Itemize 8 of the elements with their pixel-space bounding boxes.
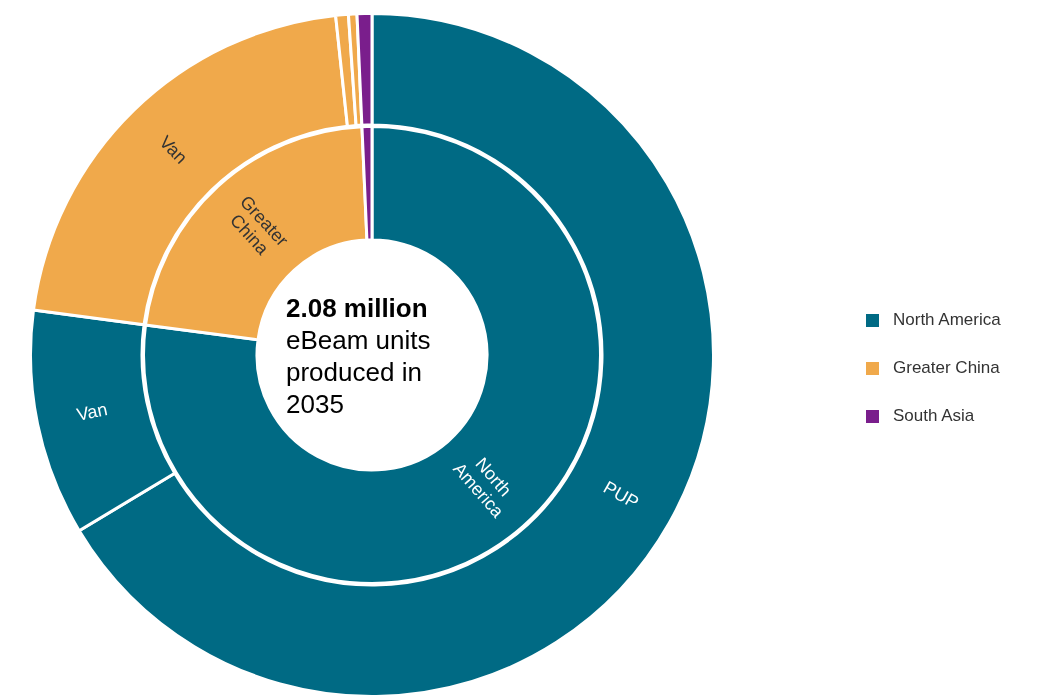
text: 2.08 million xyxy=(286,293,428,323)
legend-label: North America xyxy=(893,310,1001,330)
slice-label: PUP xyxy=(600,477,643,513)
slice-label: Van xyxy=(74,399,110,425)
legend-label: South Asia xyxy=(893,406,975,426)
legend-label: Greater China xyxy=(893,358,1000,378)
slice-label: Van xyxy=(155,131,192,168)
text: eBeam units produced in 2035 xyxy=(286,325,431,419)
